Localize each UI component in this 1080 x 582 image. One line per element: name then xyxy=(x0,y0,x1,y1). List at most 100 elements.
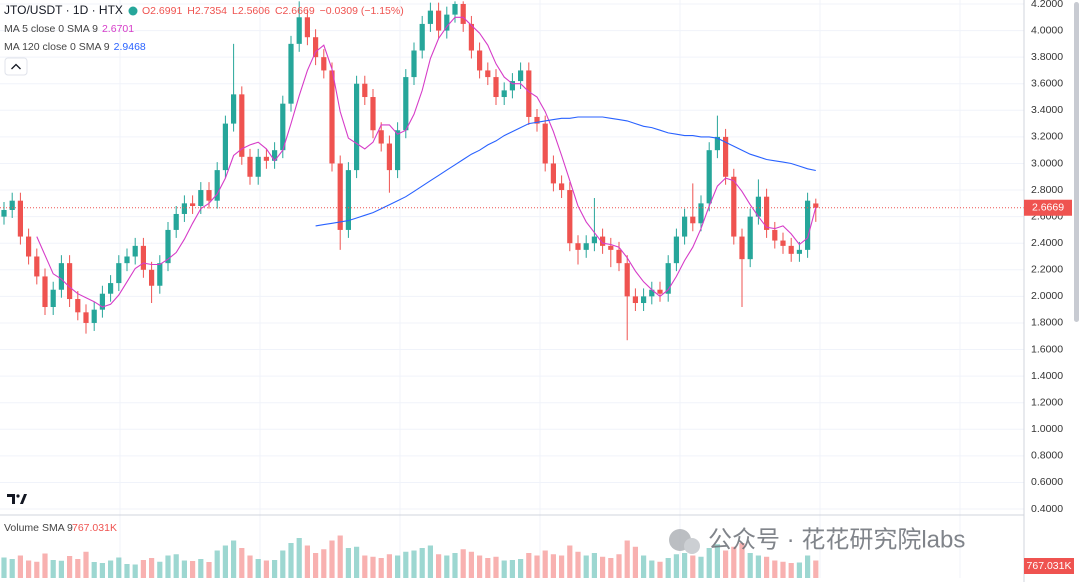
volume-bar xyxy=(575,551,581,578)
collapse-button[interactable] xyxy=(4,57,28,76)
ma-legend-value: 2.9468 xyxy=(114,41,146,53)
volume-bar xyxy=(559,555,565,578)
volume-bar xyxy=(140,560,146,578)
volume-bar xyxy=(796,562,802,578)
volume-bar xyxy=(632,546,638,578)
volume-pane xyxy=(1,535,819,578)
watermark-text: 公众号 · 花花研究院labs xyxy=(708,526,965,553)
volume-bar xyxy=(378,558,384,578)
volume-bar xyxy=(91,562,97,578)
tv-logo-part xyxy=(7,494,15,504)
volume-bar xyxy=(764,556,770,578)
candle-body xyxy=(181,203,187,214)
volume-bar xyxy=(657,561,663,578)
volume-bar xyxy=(198,559,204,578)
volume-bar xyxy=(288,543,294,578)
candle-body xyxy=(649,289,655,297)
candle-body xyxy=(58,263,64,290)
volume-bar xyxy=(272,560,278,578)
volume-tag: 767.031K xyxy=(1024,558,1074,574)
candle-body xyxy=(526,70,532,117)
candle-body xyxy=(427,10,433,24)
candle-body xyxy=(345,170,351,230)
candle-body xyxy=(378,130,384,144)
ma-line xyxy=(36,16,817,308)
volume-bar xyxy=(509,560,515,578)
volume-bar xyxy=(608,558,614,578)
candle-body xyxy=(280,103,286,151)
volume-bar xyxy=(641,555,647,578)
y-tick-label: 2.8000 xyxy=(1031,184,1063,196)
volume-bar xyxy=(239,548,245,578)
volume-bar xyxy=(600,556,606,578)
scrollbar[interactable] xyxy=(1074,2,1079,322)
volume-bar xyxy=(50,560,56,578)
candle-body xyxy=(26,236,32,257)
volume-bar xyxy=(345,548,351,578)
volume-bar xyxy=(222,545,228,578)
candle-body xyxy=(542,123,548,164)
volume-bar xyxy=(542,550,548,578)
candle-body xyxy=(67,263,73,300)
watermark: 公众号 · 花花研究院labs xyxy=(669,526,965,554)
volume-bar xyxy=(337,535,343,578)
volume-bar xyxy=(673,554,679,578)
volume-bar xyxy=(805,555,811,578)
volume-bar xyxy=(624,540,630,578)
candle-body xyxy=(600,236,606,246)
volume-bar xyxy=(682,553,688,578)
volume-bar xyxy=(296,538,302,578)
candle-body xyxy=(124,256,130,264)
candle-body xyxy=(132,245,138,257)
candle-body xyxy=(509,81,515,91)
y-tick-label: 1.2000 xyxy=(1031,396,1063,408)
grid xyxy=(0,3,1024,510)
candle-body xyxy=(304,17,310,38)
candle-body xyxy=(198,190,204,206)
candle-body xyxy=(354,83,360,171)
volume-legend-value: 767.031K xyxy=(72,522,117,534)
candle-body xyxy=(436,10,442,31)
vertical-grid xyxy=(119,0,961,578)
volume-bar xyxy=(747,553,753,578)
candle-body xyxy=(313,37,319,58)
candle-body xyxy=(149,269,155,286)
volume-bar xyxy=(772,560,778,578)
candle-body xyxy=(272,150,278,161)
candle-body xyxy=(108,283,114,294)
volume-bar xyxy=(231,540,237,578)
volume-bar xyxy=(263,560,269,578)
volume-bar xyxy=(132,564,138,578)
candle-body xyxy=(706,150,712,204)
volume-bar xyxy=(362,555,368,578)
y-tick-label: 3.6000 xyxy=(1031,78,1063,90)
y-tick-label: 3.8000 xyxy=(1031,51,1063,63)
candle-body xyxy=(1,209,7,217)
candle-body xyxy=(460,3,466,24)
candle-body xyxy=(337,163,343,230)
candle-body xyxy=(255,156,261,177)
y-tick-label: 4.0000 xyxy=(1031,24,1063,36)
collapse-icon xyxy=(11,63,21,70)
candle-body xyxy=(624,263,630,297)
volume-bar xyxy=(468,551,474,578)
ohlc-item: L2.5606 xyxy=(232,5,270,17)
candle-body xyxy=(780,240,786,246)
candle-body xyxy=(214,170,220,201)
volume-bar xyxy=(714,544,720,578)
candle-body xyxy=(550,163,556,184)
volume-bar xyxy=(419,548,425,578)
volume-bar xyxy=(329,540,335,578)
y-tick-label: 3.2000 xyxy=(1031,131,1063,143)
ma-legend-name: MA 5 close 0 SMA 9 xyxy=(4,23,98,35)
volume-bar xyxy=(698,556,704,578)
volume-bar xyxy=(665,558,671,578)
candle-body xyxy=(747,216,753,260)
y-tick-label: 1.8000 xyxy=(1031,317,1063,329)
status-dot xyxy=(128,6,138,16)
candle-body xyxy=(239,94,245,157)
y-tick-label: 0.4000 xyxy=(1031,503,1063,515)
volume-bar xyxy=(690,555,696,578)
volume-bar xyxy=(280,550,286,578)
volume-bar xyxy=(313,553,319,578)
